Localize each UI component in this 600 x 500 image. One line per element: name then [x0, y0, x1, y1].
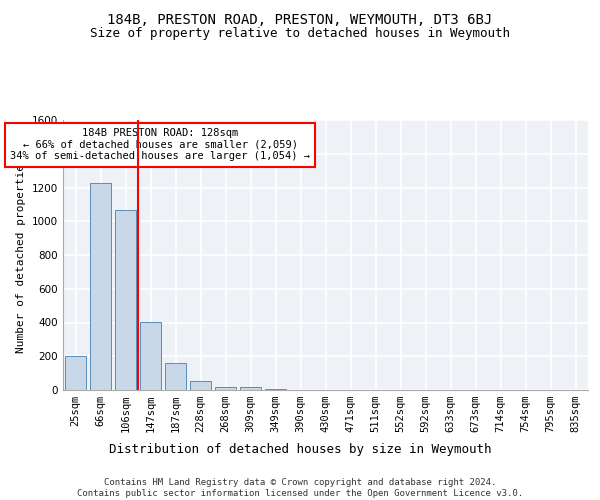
Text: Distribution of detached houses by size in Weymouth: Distribution of detached houses by size … — [109, 442, 491, 456]
Bar — [240, 388, 261, 390]
Text: 184B, PRESTON ROAD, PRESTON, WEYMOUTH, DT3 6BJ: 184B, PRESTON ROAD, PRESTON, WEYMOUTH, D… — [107, 12, 493, 26]
Bar — [90, 184, 111, 390]
Bar — [165, 363, 186, 390]
Bar — [265, 388, 286, 390]
Y-axis label: Number of detached properties: Number of detached properties — [16, 157, 26, 353]
Bar — [190, 380, 211, 390]
Text: Size of property relative to detached houses in Weymouth: Size of property relative to detached ho… — [90, 28, 510, 40]
Text: Contains HM Land Registry data © Crown copyright and database right 2024.
Contai: Contains HM Land Registry data © Crown c… — [77, 478, 523, 498]
Bar — [140, 322, 161, 390]
Bar — [115, 210, 136, 390]
Text: 184B PRESTON ROAD: 128sqm
← 66% of detached houses are smaller (2,059)
34% of se: 184B PRESTON ROAD: 128sqm ← 66% of detac… — [10, 128, 310, 162]
Bar — [65, 356, 86, 390]
Bar — [215, 386, 236, 390]
